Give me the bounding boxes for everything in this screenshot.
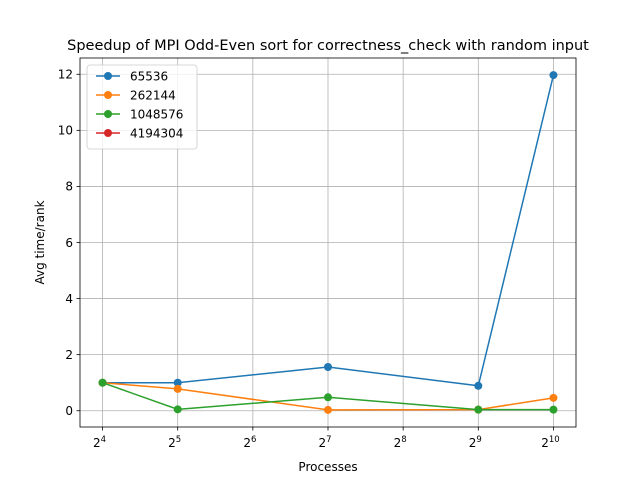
y-tick-label: 0 <box>65 404 73 418</box>
legend-label: 65536 <box>130 69 168 83</box>
x-tick-label: 28 <box>394 435 407 450</box>
y-axis-label: Avg time/rank <box>33 200 47 284</box>
legend-marker <box>104 72 112 80</box>
data-point <box>173 384 182 393</box>
legend-label: 4194304 <box>130 126 183 140</box>
x-tick-label: 24 <box>93 435 106 450</box>
data-point <box>474 405 483 414</box>
legend-item: 4194304 <box>96 126 183 140</box>
x-tick-label: 29 <box>469 435 482 450</box>
legend-marker <box>104 129 112 137</box>
data-point <box>173 405 182 414</box>
legend-marker <box>104 91 112 99</box>
y-tick-label: 4 <box>65 292 73 306</box>
chart-title: Speedup of MPI Odd-Even sort for correct… <box>67 38 589 54</box>
series-1048576 <box>98 378 558 414</box>
data-point <box>324 393 332 402</box>
x-tick-label: 25 <box>168 435 181 450</box>
y-tick-label: 8 <box>65 180 73 194</box>
data-point <box>98 378 107 387</box>
y-tick-label: 2 <box>65 348 73 362</box>
legend: 65536 262144 1048576 4194304 <box>86 64 198 150</box>
data-point <box>173 378 182 387</box>
data-point <box>324 362 332 371</box>
data-point <box>549 71 558 80</box>
legend-label: 1048576 <box>130 107 183 121</box>
x-tick-label: 26 <box>243 435 256 450</box>
y-tick-label: 10 <box>58 124 73 138</box>
legend-box <box>86 64 198 150</box>
x-axis-label: Processes <box>298 460 357 474</box>
data-point <box>549 405 558 414</box>
data-point <box>549 393 558 402</box>
y-tick-label: 6 <box>65 236 73 250</box>
y-tick-label: 12 <box>58 68 73 82</box>
x-tick-label: 27 <box>318 435 331 450</box>
legend-marker <box>104 110 112 118</box>
x-tick-label: 210 <box>541 435 559 450</box>
data-point <box>474 381 483 390</box>
legend-item: 65536 <box>96 69 168 83</box>
legend-item: 1048576 <box>96 107 183 121</box>
legend-item: 262144 <box>96 88 176 102</box>
series-group <box>98 71 558 414</box>
grid <box>80 58 576 427</box>
series-65536 <box>98 71 558 390</box>
legend-label: 262144 <box>130 88 176 102</box>
data-point <box>324 405 332 414</box>
